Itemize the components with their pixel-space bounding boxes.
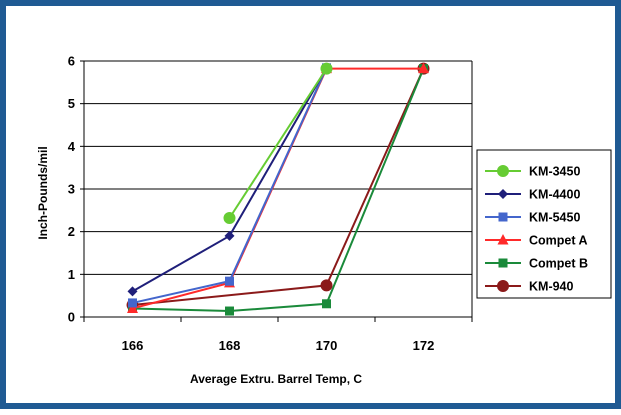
data-point bbox=[322, 299, 331, 309]
legend-label: Compet B bbox=[529, 257, 588, 271]
x-tick-label: 166 bbox=[122, 338, 144, 353]
y-tick-label: 5 bbox=[68, 96, 75, 111]
legend-label: Compet A bbox=[529, 234, 588, 248]
series-km-3450 bbox=[223, 62, 333, 225]
legend-label: KM-940 bbox=[529, 280, 574, 294]
legend-label: KM-4400 bbox=[529, 188, 580, 202]
series-compet-b bbox=[128, 64, 428, 316]
data-point bbox=[127, 286, 138, 297]
y-tick-label: 6 bbox=[68, 54, 75, 69]
legend-label: KM-3450 bbox=[529, 165, 580, 179]
series-line bbox=[132, 68, 425, 313]
series-line bbox=[132, 67, 328, 293]
x-tick-label: 170 bbox=[316, 338, 338, 353]
y-axis-title: Inch-Pounds/mil bbox=[36, 146, 50, 239]
x-tick-labels: 166 168 170 172 bbox=[122, 338, 435, 353]
series-line bbox=[228, 68, 328, 219]
data-point bbox=[320, 279, 333, 292]
legend-item: KM-5450 bbox=[485, 211, 580, 225]
y-tick-label: 1 bbox=[68, 267, 75, 282]
x-axis-title: Average Extru. Barrel Temp, C bbox=[190, 372, 362, 386]
data-point bbox=[223, 212, 236, 225]
legend-marker bbox=[497, 280, 509, 292]
legend-marker bbox=[498, 212, 508, 222]
legend-marker bbox=[497, 165, 509, 177]
data-point bbox=[418, 62, 429, 74]
grid-lines bbox=[84, 60, 472, 275]
series-line bbox=[132, 67, 328, 304]
x-tick-label: 168 bbox=[219, 338, 241, 353]
series-km-5450 bbox=[128, 63, 331, 308]
y-tick-label: 0 bbox=[68, 310, 75, 325]
legend-item: KM-4400 bbox=[485, 188, 580, 202]
legend-item: KM-3450 bbox=[485, 165, 580, 179]
y-tick-labels: 0 1 2 3 4 5 6 bbox=[68, 54, 76, 325]
legend-item: KM-940 bbox=[485, 280, 574, 294]
legend-marker bbox=[497, 234, 509, 245]
series-compet-a bbox=[127, 62, 429, 313]
legend-marker bbox=[498, 189, 508, 199]
data-point bbox=[224, 230, 235, 241]
data-point bbox=[127, 302, 138, 313]
y-tick-label: 3 bbox=[68, 182, 75, 197]
series-km-4400 bbox=[127, 62, 332, 297]
series-km-940 bbox=[126, 62, 430, 312]
y-tick-label: 2 bbox=[68, 224, 75, 239]
line-chart: 0 1 2 3 4 5 6 166 168 170 172 Inch-Pounds/mil Ave… bbox=[36, 54, 612, 386]
axes bbox=[80, 60, 473, 322]
legend-item: Compet B bbox=[485, 257, 588, 271]
data-point bbox=[225, 276, 234, 286]
legend-item: Compet A bbox=[485, 234, 588, 248]
legend: KM-3450 KM-4400 KM-5450 Compet A Compet B KM-… bbox=[476, 149, 612, 299]
data-point bbox=[225, 306, 234, 316]
series-group bbox=[126, 62, 430, 316]
legend-marker bbox=[498, 258, 508, 268]
data-point bbox=[320, 62, 333, 75]
data-point bbox=[128, 298, 137, 308]
legend-label: KM-5450 bbox=[529, 211, 580, 225]
x-tick-label: 172 bbox=[413, 338, 435, 353]
y-tick-label: 4 bbox=[68, 139, 76, 154]
